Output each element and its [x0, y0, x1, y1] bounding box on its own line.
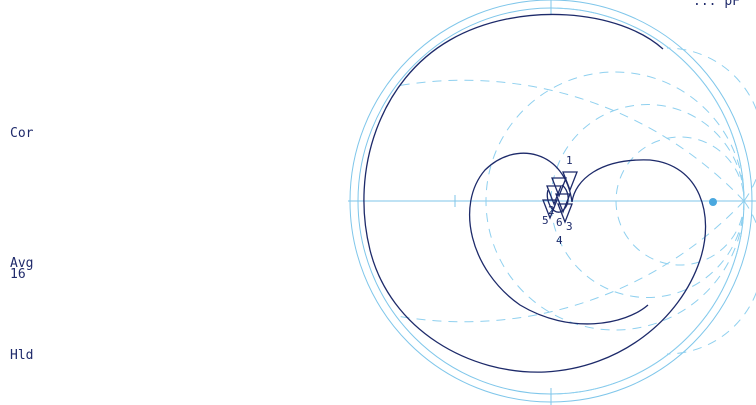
reactance-arc-neg2	[666, 200, 756, 355]
marker-triangle-6	[551, 177, 567, 198]
match-point-dot	[709, 198, 717, 206]
hold-status-label: Hld	[10, 348, 34, 363]
marker-triangle-5	[557, 203, 573, 224]
trace-inner-loop	[468, 152, 649, 325]
correction-status-label: Cor	[10, 126, 34, 141]
averaging-status-label: Avg	[10, 256, 34, 271]
reactance-arc-pos2	[666, 47, 756, 202]
marker-label-2: 2	[548, 204, 555, 217]
marker-cluster-curve	[546, 184, 569, 213]
marker-triangle-1	[562, 171, 578, 192]
marker-label-4: 4	[556, 234, 563, 247]
marker-triangle-3	[555, 193, 571, 214]
reactance-arc-neg1	[550, 200, 745, 395]
marker-label-1: 1	[566, 154, 573, 167]
top-right-readout: ... pF	[693, 0, 740, 9]
marker-triangle-4	[542, 199, 558, 220]
marker-label-6: 6	[556, 216, 563, 229]
marker-label-3: 3	[566, 220, 573, 233]
marker-triangle-2	[546, 185, 562, 206]
reactance-arc-pos05	[396, 79, 745, 202]
averaging-factor-value: 16	[10, 267, 26, 282]
reactance-arc-pos1	[550, 7, 745, 202]
trace-outer-loop	[363, 13, 707, 373]
marker-label-5: 5	[542, 214, 549, 227]
marker-cluster	[542, 171, 578, 224]
